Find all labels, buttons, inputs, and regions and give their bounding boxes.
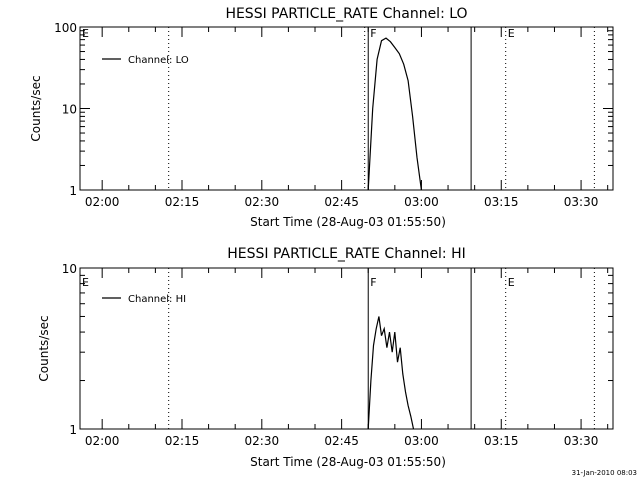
p1-x-tick-label: 02:00 <box>85 434 120 448</box>
lo-channel-panel: HESSI PARTICLE_RATE Channel: LO Counts/se… <box>29 6 614 229</box>
p0-event-marker-label: E <box>508 27 515 40</box>
p0-x-tick-label: 03:00 <box>404 195 439 209</box>
p0-series-line <box>367 37 422 191</box>
p0-legend-label: Channel: LO <box>128 55 189 66</box>
footer-timestamp: 31-Jan-2010 08:03 <box>572 469 637 477</box>
p0-x-tick-label: 03:15 <box>484 195 519 209</box>
p1-x-tick-label: 03:30 <box>564 434 599 448</box>
p1-x-tick-label: 02:30 <box>245 434 280 448</box>
p0-x-tick-label: 02:30 <box>245 195 280 209</box>
p0-event-marker-label: F <box>370 27 376 40</box>
p0-y-tick-label: 10 <box>62 103 77 117</box>
p1-y-tick-label: 1 <box>69 423 77 437</box>
p1-event-marker-label: E <box>508 276 515 289</box>
p0-plot-frame <box>79 26 614 191</box>
hi-channel-panel: HESSI PARTICLE_RATE Channel: HI Counts/se… <box>37 246 614 469</box>
p0-y-tick-label: 100 <box>54 21 77 35</box>
p1-event-marker-label: F <box>370 276 376 289</box>
p1-x-tick-label: 02:15 <box>165 434 200 448</box>
p1-plot-frame <box>79 267 614 430</box>
p1-legend-label: Channel: HI <box>128 294 186 305</box>
p0-x-tick-label: 02:15 <box>165 195 200 209</box>
p0-x-axis-label: Start Time (28-Aug-03 01:55:50) <box>250 215 446 229</box>
p0-x-tick-label: 02:45 <box>324 195 359 209</box>
p1-series-line <box>367 316 415 430</box>
p1-x-tick-label: 03:15 <box>484 434 519 448</box>
p0-x-tick-label: 03:30 <box>564 195 599 209</box>
p0-y-axis-label: Counts/sec <box>29 75 43 141</box>
p1-x-tick-label: 03:00 <box>404 434 439 448</box>
p0-y-tick-label: 1 <box>69 184 77 198</box>
p1-y-axis-label: Counts/sec <box>37 315 51 381</box>
p1-chart-title: HESSI PARTICLE_RATE Channel: HI <box>227 246 465 262</box>
p1-y-tick-label: 10 <box>62 262 77 276</box>
p0-x-tick-label: 02:00 <box>85 195 120 209</box>
p1-x-tick-label: 02:45 <box>324 434 359 448</box>
p1-x-axis-label: Start Time (28-Aug-03 01:55:50) <box>250 455 446 469</box>
p0-event-marker-label: E <box>82 27 89 40</box>
p1-event-marker-label: E <box>82 276 89 289</box>
p0-chart-title: HESSI PARTICLE_RATE Channel: LO <box>225 6 467 22</box>
